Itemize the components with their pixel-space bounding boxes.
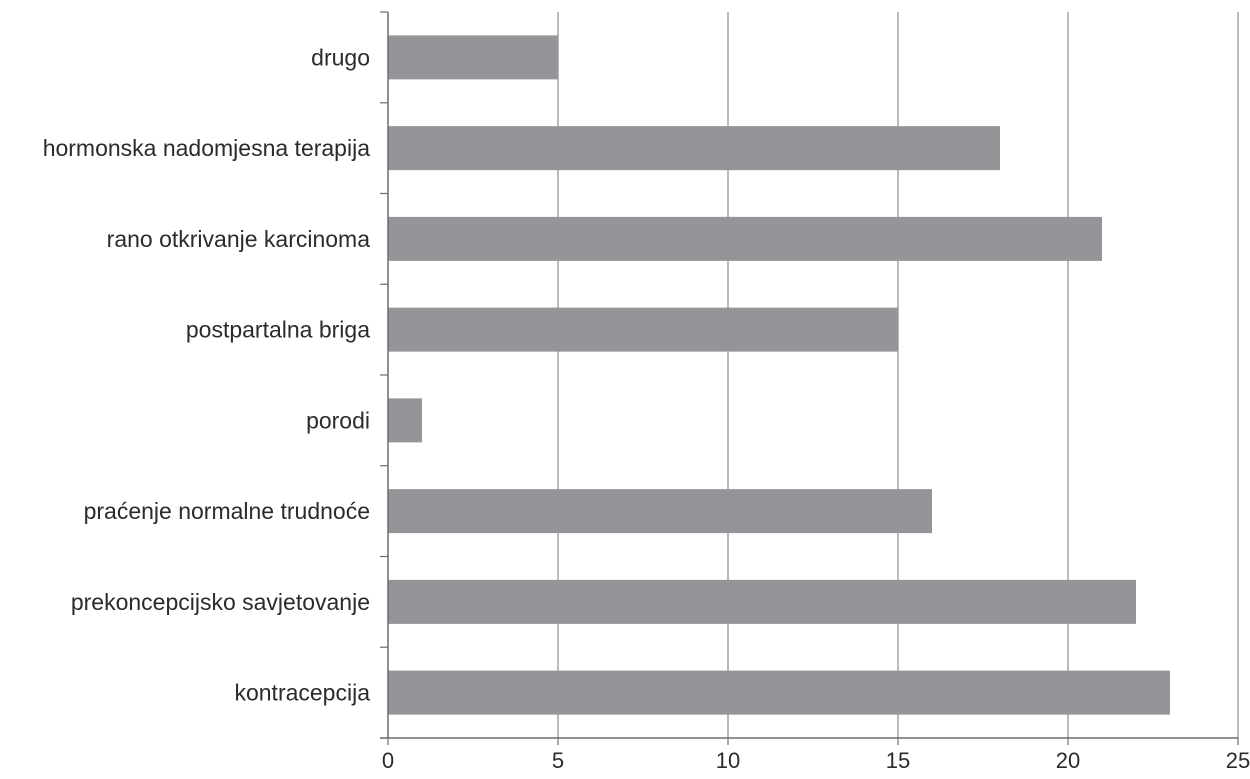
category-label: hormonska nadomjesna terapija — [43, 135, 371, 161]
category-label: drugo — [311, 44, 370, 70]
bar-1 — [388, 126, 1000, 171]
x-tick-label: 15 — [886, 748, 910, 773]
category-label: kontracepcija — [234, 680, 370, 706]
x-tick-label: 0 — [382, 748, 394, 773]
bar-7 — [388, 670, 1170, 715]
bars — [388, 35, 1170, 715]
category-label: prekoncepcijsko savjetovanje — [71, 589, 370, 615]
x-tick-label: 10 — [716, 748, 740, 773]
x-tick-label: 25 — [1226, 748, 1250, 773]
bar-6 — [388, 579, 1136, 624]
x-tick-label: 20 — [1056, 748, 1080, 773]
bar-0 — [388, 35, 558, 80]
axes — [380, 11, 1239, 745]
grid-lines — [557, 12, 1239, 738]
labels: 0 5 10 15 20 25 drugo hormonska nadomjesna tera… — [43, 44, 1250, 773]
category-label: praćenje normalne trudnoće — [84, 498, 370, 524]
bar-2 — [388, 216, 1102, 261]
x-tick-label: 5 — [552, 748, 564, 773]
category-label: postpartalna briga — [186, 317, 370, 343]
category-label: porodi — [306, 407, 370, 433]
category-label: rano otkrivanje karcinoma — [107, 226, 371, 252]
bar-5 — [388, 489, 932, 534]
bar-3 — [388, 307, 898, 352]
bar-4 — [388, 398, 422, 443]
